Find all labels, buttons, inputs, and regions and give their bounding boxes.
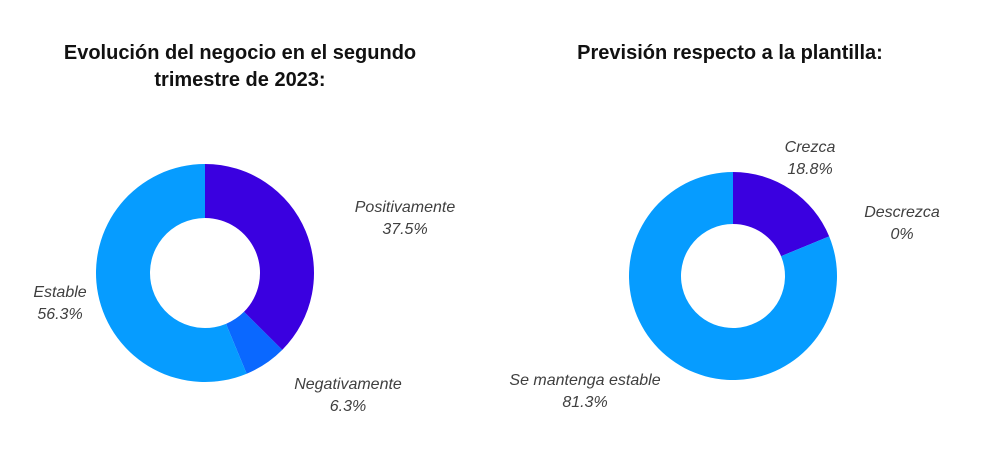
donut-chart bbox=[96, 164, 315, 382]
donut-slice-crezca bbox=[733, 172, 830, 257]
slice-label-se-mantenga-estable: Se mantenga estable 81.3% bbox=[495, 370, 675, 414]
donut-slice-se-mantenga-estable bbox=[629, 172, 837, 381]
slice-label-positivamente: Positivamente 37.5% bbox=[340, 197, 470, 241]
slice-name: Negativamente bbox=[294, 376, 402, 393]
slice-name: Se mantenga estable bbox=[509, 372, 661, 389]
donut-slice-negativamente bbox=[226, 311, 283, 374]
slice-value: 37.5% bbox=[382, 221, 428, 238]
chart-title-line-1: Evolución del negocio en el segundo bbox=[63, 42, 417, 64]
slice-value: 56.3% bbox=[37, 306, 83, 323]
chart-staff-forecast: Previsión respecto a la plantilla: Crezc… bbox=[495, 0, 990, 456]
slice-label-crezca: Crezca 18.8% bbox=[760, 137, 860, 181]
slice-value: 18.8% bbox=[787, 161, 833, 178]
slice-name: Crezca bbox=[784, 139, 836, 156]
donut-slice-positivamente bbox=[205, 164, 315, 350]
chart-title: Evolución del negocio en el segundo trim… bbox=[20, 40, 460, 94]
chart-title-line-2: trimestre de 2023: bbox=[154, 69, 326, 91]
donut-slice-estable bbox=[96, 164, 247, 382]
slice-value: 6.3% bbox=[329, 398, 367, 415]
donut-chart bbox=[629, 172, 837, 381]
chart-business-evolution: Evolución del negocio en el segundo trim… bbox=[20, 40, 470, 418]
slice-label-negativamente: Negativamente 6.3% bbox=[278, 374, 418, 418]
slice-value: 81.3% bbox=[562, 394, 608, 411]
chart-title-line-1: Previsión respecto a la plantilla: bbox=[577, 42, 883, 64]
slice-name: Estable bbox=[33, 284, 87, 301]
slice-value: 0% bbox=[890, 226, 914, 243]
slice-name: Descrezca bbox=[864, 204, 940, 221]
slice-name: Positivamente bbox=[354, 199, 456, 216]
slice-label-estable: Estable 56.3% bbox=[20, 282, 100, 326]
slice-label-descrezca: Descrezca 0% bbox=[855, 202, 949, 246]
chart-title: Previsión respecto a la plantilla: bbox=[510, 40, 950, 67]
